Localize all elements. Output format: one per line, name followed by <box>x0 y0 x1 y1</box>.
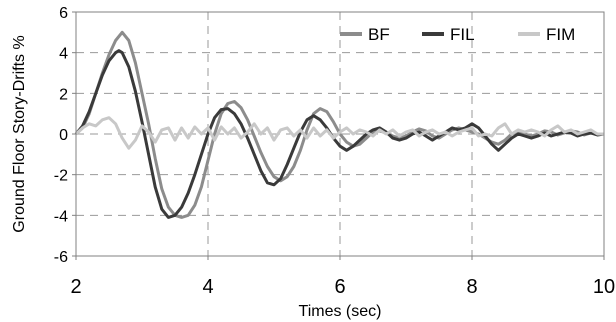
x-tick-label: 8 <box>466 276 477 298</box>
legend-label-fil: FIL <box>450 25 475 44</box>
y-tick-label: -2 <box>54 168 68 185</box>
y-tick-label: -6 <box>54 249 68 266</box>
x-axis-ticks: 2 4 6 8 10 <box>70 256 615 298</box>
legend-label-fim: FIM <box>546 25 575 44</box>
x-tick-label: 6 <box>334 276 345 298</box>
y-tick-label: 4 <box>59 46 68 63</box>
series-line-fil <box>74 49 605 219</box>
y-axis-ticks: 6 4 2 0 -2 -4 -6 <box>54 5 76 266</box>
series-lines <box>74 30 605 219</box>
series-line-fim <box>74 116 604 150</box>
x-tick-label: 4 <box>202 276 213 298</box>
y-tick-label: 2 <box>59 86 68 103</box>
y-tick-label: 6 <box>59 5 68 22</box>
x-axis-label: Times (sec) <box>299 303 382 320</box>
x-tick-label: 2 <box>70 276 81 298</box>
y-tick-label: -4 <box>54 208 68 225</box>
x-tick-label: 10 <box>593 276 615 298</box>
y-tick-label: 0 <box>59 127 68 144</box>
legend: BF FIL FIM <box>340 25 575 44</box>
y-axis-label: Ground Floor Story-Drifts % <box>11 35 28 232</box>
legend-label-bf: BF <box>368 25 390 44</box>
